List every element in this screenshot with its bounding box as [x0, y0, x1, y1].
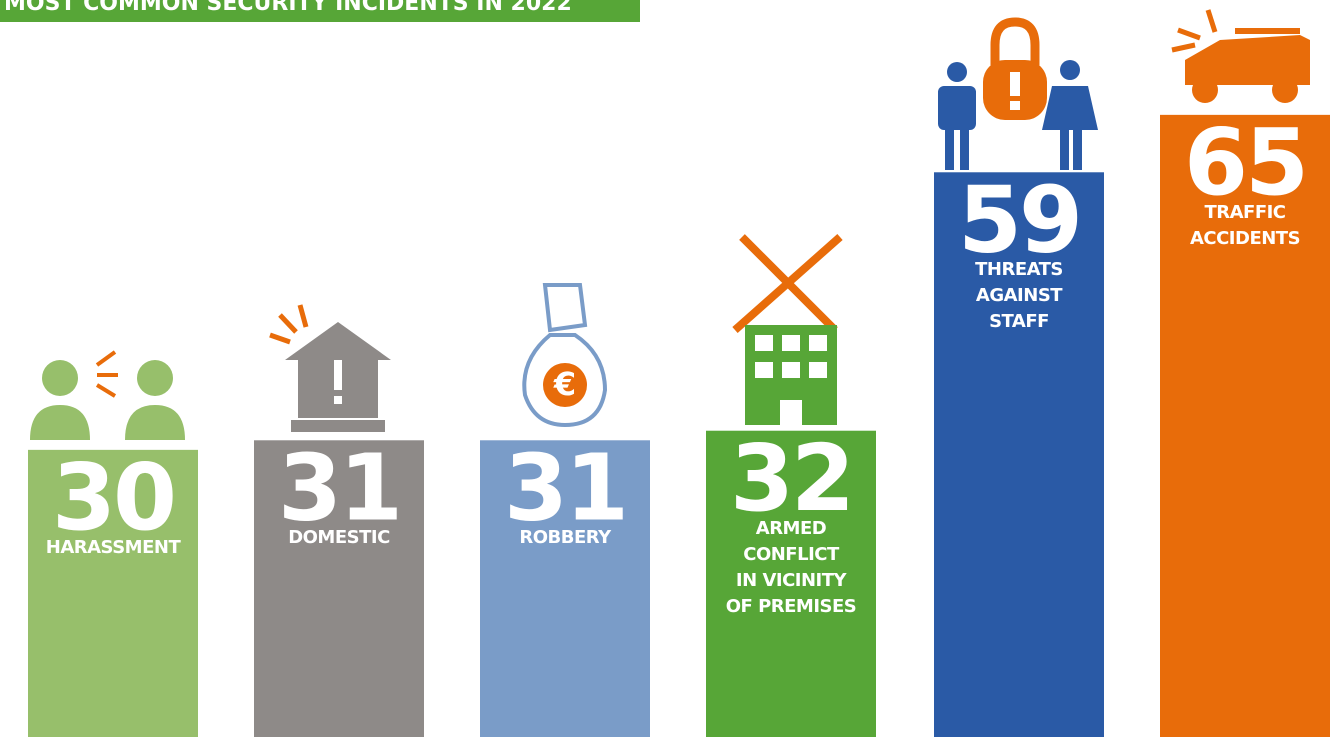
- category-label: DOMESTIC: [288, 527, 390, 549]
- category-label: ROBBERY: [519, 527, 611, 549]
- title-box: [0, 0, 640, 22]
- chart-title: MOST COMMON SECURITY INCIDENTS IN 2022: [4, 0, 572, 16]
- bar: [480, 440, 650, 737]
- category-label: TRAFFIC ACCIDENTS: [1189, 201, 1301, 249]
- value-label: 31: [504, 435, 626, 542]
- money-bag-icon: €: [522, 283, 608, 428]
- svg-text:€: €: [553, 365, 576, 403]
- value-label: 59: [958, 167, 1080, 274]
- bar: [28, 449, 198, 737]
- van-icon: [1171, 9, 1310, 103]
- bar: [706, 430, 876, 737]
- bar: [254, 440, 424, 737]
- value-label: 32: [730, 425, 852, 532]
- value-label: 30: [52, 444, 174, 551]
- staff-icon: [938, 17, 1098, 170]
- value-label: 31: [278, 435, 400, 542]
- bar: [1160, 114, 1330, 737]
- house-icon: [269, 304, 391, 432]
- category-label: HARASSMENT: [45, 536, 181, 558]
- category-label: ARMED CONFLICT IN VICINITY OF PREMISES: [725, 517, 857, 617]
- category-label: THREATS AGAINST STAFF: [975, 259, 1063, 333]
- conflict-icon: [732, 234, 843, 425]
- harassment-icon: [30, 350, 185, 440]
- bar: [934, 172, 1104, 737]
- value-label: 65: [1184, 109, 1306, 216]
